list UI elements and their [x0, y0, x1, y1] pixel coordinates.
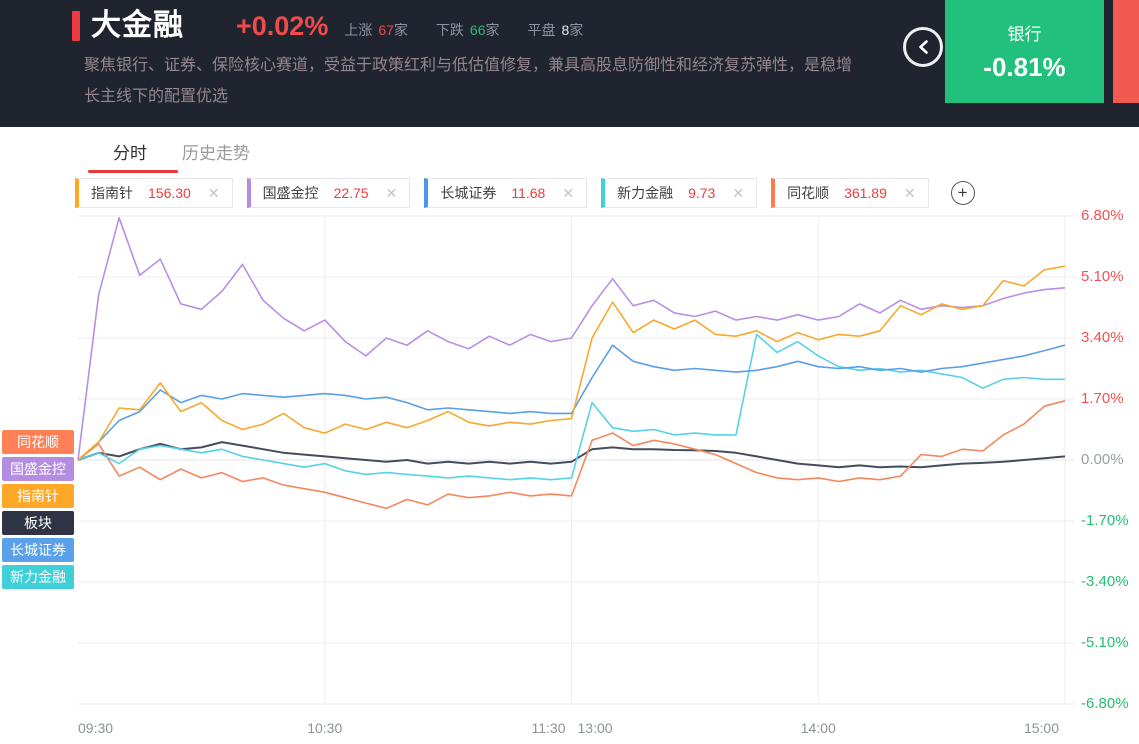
stock-chip-price: 22.75: [333, 185, 369, 201]
sector-change: +0.02%: [236, 11, 329, 41]
series-line: [77, 217, 1066, 461]
header-stat: 下跌 66家: [436, 20, 500, 40]
stock-chip-price: 156.30: [148, 185, 191, 201]
stock-chips-row: 指南针 156.30 ✕ 国盛金控 22.75 ✕ 长城证券 11.68 ✕ 新力金融 9.73 ✕ 同…: [75, 178, 975, 208]
next-sector-card-partial[interactable]: [1113, 0, 1139, 103]
chart-tabs: 分时 历史走势: [113, 139, 250, 164]
header-stat: 上涨 67家: [344, 20, 408, 40]
stat-unit: 家: [569, 22, 584, 38]
x-axis-label: 10:30: [307, 720, 343, 736]
sector-card-name: 银行: [1007, 25, 1042, 44]
series-tag: 同花顺: [2, 430, 74, 454]
series-line: [77, 400, 1066, 510]
x-axis-label: 11:30: [531, 720, 566, 736]
stock-chip-5[interactable]: 同花顺 361.89 ✕: [771, 178, 929, 208]
x-axis-label: 15:00: [1023, 720, 1059, 736]
y-axis-label: -1.70%: [1081, 511, 1129, 529]
series-line: [77, 441, 1066, 469]
y-axis-label: 5.10%: [1081, 268, 1124, 285]
close-icon[interactable]: ✕: [903, 184, 916, 201]
y-axis-label: -3.40%: [1081, 572, 1129, 590]
stock-chip-name: 同花顺: [787, 185, 830, 201]
stock-chip-name: 国盛金控: [262, 185, 319, 201]
stock-chip-name: 指南针: [91, 185, 133, 201]
series-line: [77, 344, 1066, 461]
series-tag: 新力金融: [2, 565, 74, 589]
stock-chip-price: 11.68: [511, 185, 546, 201]
chevron-left-icon: [918, 40, 928, 54]
series-tags: 同花顺国盛金控指南针板块长城证券新力金融: [2, 430, 74, 589]
y-axis-label: -6.80%: [1081, 694, 1129, 712]
sector-card-bank[interactable]: 银行 -0.81%: [945, 0, 1104, 103]
series-tag: 板块: [2, 511, 74, 535]
series-tag: 长城证券: [2, 538, 74, 562]
close-icon[interactable]: ✕: [385, 184, 398, 201]
prev-sector-button[interactable]: [903, 27, 943, 67]
stat-label: 下跌: [435, 22, 464, 38]
y-axis-label: 0.00%: [1081, 451, 1124, 468]
stat-value: 66: [469, 22, 486, 38]
active-tab-underline: [88, 170, 178, 173]
tab-intraday[interactable]: 分时: [113, 144, 147, 163]
x-axis-label: 13:00: [577, 720, 613, 736]
tab-history[interactable]: 历史走势: [182, 144, 250, 163]
series-line: [77, 333, 1065, 481]
stock-chip-3[interactable]: 长城证券 11.68 ✕: [424, 178, 588, 208]
header-stat: 平盘 8家: [527, 20, 583, 40]
sector-header: 大金融 +0.02% 上涨 67家 下跌 66家 平盘 8家 聚焦银行、证券、保险核心赛道…: [0, 0, 1139, 127]
series-tag: 指南针: [2, 484, 74, 508]
x-axis-label: 09:30: [78, 720, 114, 736]
add-stock-button[interactable]: +: [950, 181, 975, 205]
sector-title: 大金融: [91, 9, 184, 42]
stock-chip-name: 长城证券: [440, 185, 497, 201]
series-tag: 国盛金控: [2, 457, 74, 481]
stat-value: 8: [561, 22, 570, 38]
stat-label: 上涨: [344, 22, 373, 38]
stat-unit: 家: [393, 22, 408, 38]
header-stats: 上涨 67家 下跌 66家 平盘 8家: [344, 20, 583, 40]
stock-chip-price: 9.73: [688, 185, 716, 201]
y-axis-label: 3.40%: [1081, 329, 1124, 346]
close-icon[interactable]: ✕: [207, 184, 220, 201]
series-line: [77, 265, 1066, 461]
y-axis-label: 1.70%: [1081, 390, 1124, 407]
header-title-row: 大金融 +0.02% 上涨 67家 下跌 66家 平盘 8家: [72, 6, 583, 46]
stat-value: 67: [378, 22, 394, 38]
close-icon[interactable]: ✕: [732, 184, 745, 201]
x-axis-label: 14:00: [800, 720, 836, 736]
close-icon[interactable]: ✕: [562, 184, 575, 201]
stat-unit: 家: [485, 22, 500, 38]
stock-chip-1[interactable]: 指南针 156.30 ✕: [75, 178, 233, 208]
y-axis-label: 6.80%: [1081, 207, 1124, 224]
stock-chip-4[interactable]: 新力金融 9.73 ✕: [601, 178, 758, 208]
y-axis-label: -5.10%: [1081, 633, 1129, 651]
stock-chip-price: 361.89: [844, 185, 887, 201]
title-accent-bar: [72, 11, 80, 41]
stat-label: 平盘: [527, 22, 556, 38]
stock-chip-name: 新力金融: [617, 185, 674, 201]
sector-card-change: -0.81%: [983, 52, 1066, 82]
stock-chip-2[interactable]: 国盛金控 22.75 ✕: [246, 178, 411, 208]
sector-description: 聚焦银行、证券、保险核心赛道，受益于政策红利与低估值修复，兼具高股息防御性和经济…: [84, 57, 853, 105]
